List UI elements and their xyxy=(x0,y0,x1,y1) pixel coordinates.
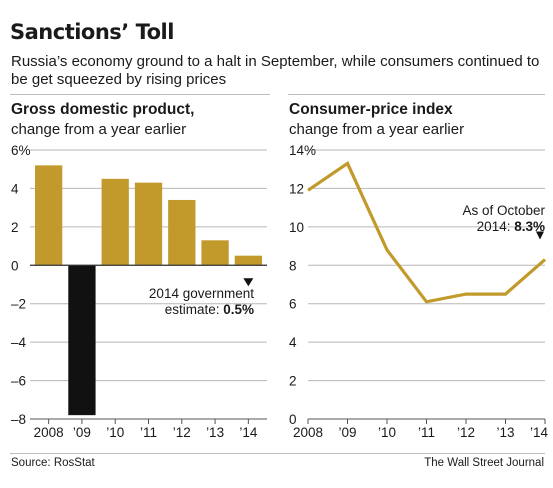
gdp-bar xyxy=(134,182,163,266)
cpi-x-tick-label: ’11 xyxy=(418,425,435,440)
gdp-y-tick-label: –4 xyxy=(11,335,27,350)
cpi-x-tick-label: ’10 xyxy=(378,425,396,440)
cpi-y-tick-label: 4 xyxy=(289,335,297,350)
gdp-bar xyxy=(34,165,63,266)
gdp-annotation-pointer xyxy=(243,278,254,287)
gdp-annotation: 2014 government estimate: 0.5% xyxy=(134,286,254,318)
cpi-x-tick-label: ’13 xyxy=(496,425,514,440)
cpi-annotation-line1: As of October xyxy=(462,203,545,218)
cpi-y-tick-label: 12 xyxy=(289,181,304,196)
gdp-x-tick-label: 2008 xyxy=(34,425,64,440)
cpi-x-tick-label: 2008 xyxy=(293,425,323,440)
source-note: Source: RosStat xyxy=(11,457,95,469)
gdp-x-tick-label: ’14 xyxy=(239,425,258,440)
gdp-y-tick-label: 4 xyxy=(11,181,19,196)
cpi-y-tick-label: 6 xyxy=(289,297,297,312)
gdp-y-tick-label: 2 xyxy=(11,220,19,235)
cpi-panel-title: Consumer-price index xyxy=(289,101,453,118)
cpi-x-tick-label: ’09 xyxy=(338,425,356,440)
cpi-annotation: As of October 2014: 8.3% xyxy=(420,203,545,235)
gdp-bar xyxy=(234,255,263,266)
gdp-bar xyxy=(168,199,196,266)
gdp-bar xyxy=(68,265,96,416)
cpi-annotation-prefix: 2014: xyxy=(476,219,515,234)
cpi-x-tick-label: ’12 xyxy=(457,425,475,440)
cpi-annotation-pointer xyxy=(536,231,544,240)
footer-rule xyxy=(10,453,545,454)
gdp-x-tick-label: ’12 xyxy=(173,425,191,440)
gdp-x-tick-label: ’09 xyxy=(73,425,91,440)
chart-title: Sanctions’ Toll xyxy=(10,20,174,44)
gdp-annotation-value: 0.5% xyxy=(223,302,254,317)
gdp-bar xyxy=(101,178,129,266)
gdp-y-tick-label: –6 xyxy=(11,374,26,389)
gdp-y-tick-label: 0 xyxy=(11,258,19,273)
gdp-y-tick-label: –2 xyxy=(11,297,26,312)
cpi-y-tick-label: 10 xyxy=(289,220,304,235)
gdp-bar xyxy=(201,240,229,266)
cpi-panel-subtitle: change from a year earlier xyxy=(289,121,465,138)
gdp-top-rule xyxy=(10,94,270,95)
cpi-annotation-value: 8.3% xyxy=(514,219,545,234)
gdp-panel-title: Gross domestic product, xyxy=(11,101,195,118)
cpi-y-tick-label: 14% xyxy=(289,143,316,158)
gdp-x-tick-label: ’13 xyxy=(206,425,224,440)
gdp-panel-subtitle: change from a year earlier xyxy=(11,121,187,138)
cpi-y-tick-label: 0 xyxy=(289,412,297,427)
cpi-y-tick-label: 2 xyxy=(289,374,297,389)
gdp-x-tick-label: ’10 xyxy=(106,425,124,440)
cpi-series-line xyxy=(307,161,547,304)
gdp-annotation-line1: 2014 government xyxy=(148,286,254,301)
chart-subtitle: Russia’s economy ground to a halt in Sep… xyxy=(11,53,540,88)
cpi-y-tick-label: 8 xyxy=(289,258,297,273)
gdp-y-tick-label: 6% xyxy=(11,143,31,158)
publisher-credit: The Wall Street Journal xyxy=(424,457,544,469)
cpi-top-rule xyxy=(288,94,545,95)
cpi-x-tick-label: ’14 xyxy=(530,425,549,440)
gdp-y-tick-label: –8 xyxy=(11,412,26,427)
gdp-x-tick-label: ’11 xyxy=(140,425,157,440)
gdp-annotation-prefix: estimate: xyxy=(164,302,224,317)
